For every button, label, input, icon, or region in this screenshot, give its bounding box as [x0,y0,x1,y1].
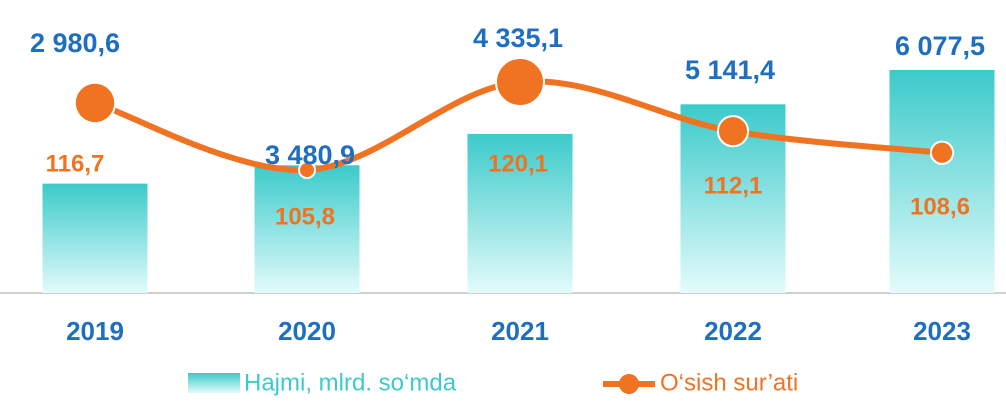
line-value-label: 112,1 [704,172,763,199]
bar-value-label: 3 480,9 [265,140,355,170]
x-tick-label: 2022 [704,316,762,346]
bar-value-label: 4 335,1 [473,23,563,53]
legend-swatch [188,373,240,393]
marker [929,140,955,165]
marker [73,81,117,125]
bar-value-label: 2 980,6 [30,28,120,58]
marker [716,115,750,148]
bar [889,70,995,293]
legend-label: Hajmi, mlrd. so‘mda [244,369,457,396]
x-tick-label: 2020 [278,316,336,346]
x-tick-label: 2023 [913,316,971,346]
x-tick-label: 2021 [491,316,549,346]
line-value-label: 116,7 [46,150,105,177]
x-tick-label: 2019 [66,316,124,346]
bar [467,133,573,293]
legend-label: O‘sish sur’ati [660,369,798,396]
bar-value-label: 6 077,5 [895,31,985,61]
line-value-label: 105,8 [275,203,335,230]
marker [298,161,316,179]
bar [42,183,148,293]
bar [254,165,360,293]
line-value-label: 108,6 [910,193,970,220]
bar-value-label: 5 141,4 [685,55,775,85]
marker [495,57,545,107]
line-value-label: 120,1 [488,150,548,177]
legend-swatch [619,374,639,394]
